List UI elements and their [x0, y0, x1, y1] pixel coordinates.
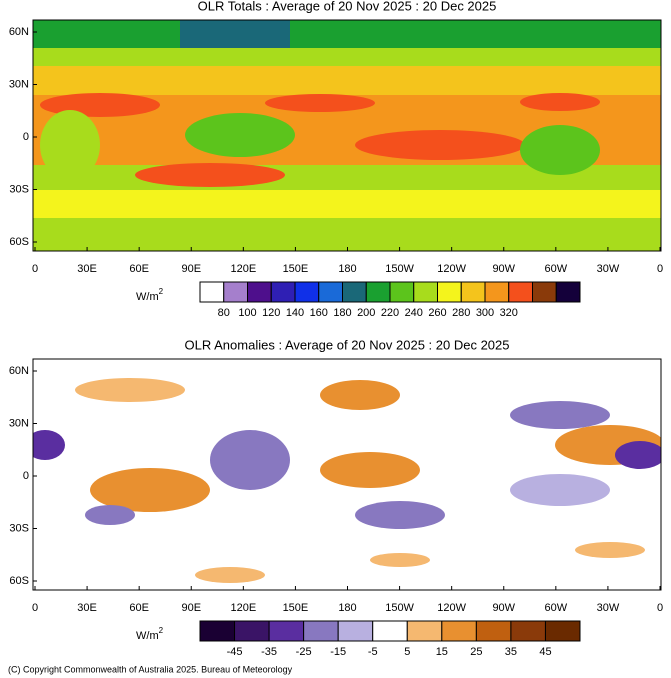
lat-label: 0: [23, 470, 29, 482]
colorbar-box: [294, 281, 320, 303]
lon-label: 60W: [545, 263, 568, 275]
lat-label: 30S: [9, 183, 29, 195]
colorbar-label: -15: [330, 646, 346, 658]
lat-label: 30N: [9, 417, 29, 429]
colorbar-box: [372, 620, 408, 642]
colorbar-box: [199, 620, 236, 642]
colorbar-box: [303, 620, 339, 642]
lon-label: 30W: [597, 263, 620, 275]
panel-title: OLR Anomalies : Average of 20 Nov 2025 :…: [185, 337, 510, 352]
lon-label: 150W: [385, 263, 414, 275]
olr-total-field: [33, 20, 661, 251]
colorbar-box: [484, 281, 510, 303]
colorbar-label: 140: [286, 307, 304, 319]
lon-label: 180: [338, 602, 356, 614]
colorbar-unit: W/m2: [136, 287, 164, 303]
panel-title: OLR Totals : Average of 20 Nov 2025 : 20…: [198, 0, 497, 13]
lon-label: 30W: [597, 602, 620, 614]
colorbar-label: 280: [452, 307, 470, 319]
colorbar-label: 220: [381, 307, 399, 319]
colorbar-label: 25: [470, 646, 482, 658]
lat-label: 60S: [9, 236, 29, 248]
lon-label: 60E: [129, 602, 149, 614]
colorbar-label: -5: [368, 646, 378, 658]
colorbar-label: 320: [500, 307, 518, 319]
lon-label: 30E: [77, 602, 97, 614]
lat-label: 30N: [9, 78, 29, 90]
lat-label: 60N: [9, 365, 29, 377]
colorbar-box: [460, 281, 486, 303]
colorbar-box: [508, 281, 533, 303]
colorbar-label: 120: [262, 307, 280, 319]
lon-label: 150E: [283, 602, 309, 614]
lon-label: 0: [657, 602, 663, 614]
colorbar-label: 35: [505, 646, 517, 658]
lon-label: 0: [32, 602, 38, 614]
colorbar-label: 160: [310, 307, 328, 319]
colorbar-box: [475, 620, 512, 642]
colorbar-label: 100: [238, 307, 256, 319]
colorbar-label: 300: [476, 307, 494, 319]
colorbar-box: [406, 620, 443, 642]
colorbar-label: -25: [296, 646, 312, 658]
lat-label: 0: [23, 131, 29, 143]
lon-label: 120E: [230, 602, 256, 614]
colorbar-box: [437, 281, 462, 303]
lon-label: 150W: [385, 602, 414, 614]
colorbar-label: 180: [333, 307, 351, 319]
colorbar-label: 5: [404, 646, 410, 658]
lon-label: 120W: [437, 263, 466, 275]
lon-label: 180: [338, 263, 356, 275]
colorbar-label: 15: [436, 646, 448, 658]
colorbar-label: 260: [428, 307, 446, 319]
colorbar-box: [365, 281, 391, 303]
lon-label: 30E: [77, 263, 97, 275]
colorbar-label: 200: [357, 307, 375, 319]
colorbar-box: [532, 281, 557, 303]
lat-label: 30S: [9, 522, 29, 534]
colorbar-box: [441, 620, 477, 642]
colorbar-label: 80: [218, 307, 230, 319]
lat-label: 60S: [9, 575, 29, 587]
lon-label: 120W: [437, 602, 466, 614]
lon-label: 90E: [181, 263, 201, 275]
colorbar-box: [510, 620, 546, 642]
lon-label: 90W: [492, 263, 515, 275]
colorbar-box: [342, 281, 367, 303]
colorbar-label: 45: [539, 646, 551, 658]
colorbar-box: [544, 620, 581, 642]
footer: (C) Copyright Commonwealth of Australia …: [8, 664, 293, 674]
colorbar-box: [318, 281, 343, 303]
colorbar-box: [555, 281, 581, 303]
lon-label: 60W: [545, 602, 568, 614]
lat-label: 60N: [9, 26, 29, 38]
colorbar-unit: W/m2: [136, 626, 164, 642]
colorbar-box: [270, 281, 296, 303]
colorbar-box: [337, 620, 374, 642]
colorbar-box: [247, 281, 272, 303]
colorbar-box: [223, 281, 248, 303]
lon-label: 150E: [283, 263, 309, 275]
colorbar-label: -45: [227, 646, 243, 658]
colorbar-box: [413, 281, 438, 303]
colorbar-box: [389, 281, 415, 303]
colorbar-box: [268, 620, 305, 642]
lon-label: 0: [32, 263, 38, 275]
olr-anomaly-field: [33, 378, 661, 583]
colorbar-label: 240: [405, 307, 423, 319]
colorbar-label: -35: [261, 646, 277, 658]
lon-label: 60E: [129, 263, 149, 275]
lon-label: 90W: [492, 602, 515, 614]
lon-label: 120E: [230, 263, 256, 275]
lon-label: 0: [657, 263, 663, 275]
colorbar-box: [199, 281, 225, 303]
lon-label: 90E: [181, 602, 201, 614]
colorbar-box: [234, 620, 270, 642]
